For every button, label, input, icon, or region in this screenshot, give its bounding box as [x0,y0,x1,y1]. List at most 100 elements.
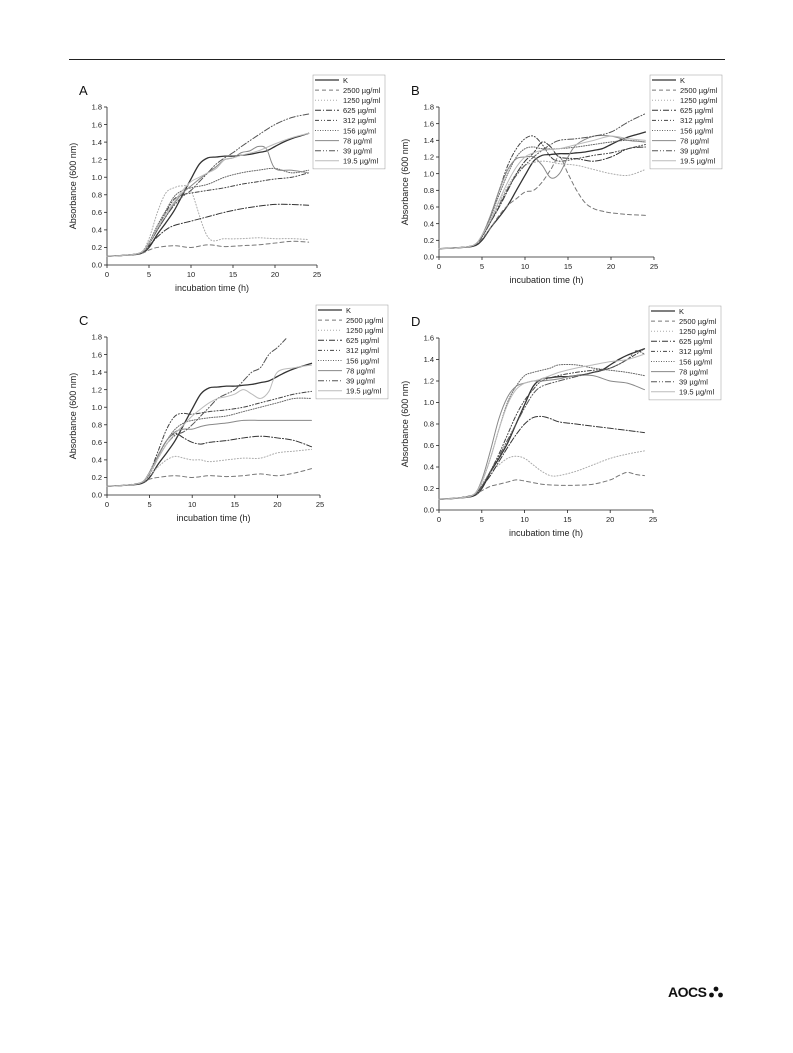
series-line [438,156,646,250]
x-tick-label: 5 [147,270,151,279]
legend-label: 39 µg/ml [343,147,372,156]
x-tick-label: 20 [606,515,614,524]
legend-label: 625 µg/ml [679,337,712,346]
series-line [438,450,645,500]
y-tick-label: 1.0 [92,403,102,412]
y-tick-label: 0.6 [92,438,102,447]
chart-panel-a: A 0 5 10 15 20 25 0.0 0.2 0.4 0.6 0.8 1.0 1.2 1.4 1.6 1.… [60,70,386,300]
x-tick-label: 25 [316,500,324,509]
series-line [438,113,646,250]
x-tick-label: 10 [521,262,529,271]
series-line [438,415,645,500]
series-line [438,131,647,250]
legend-box [315,304,389,400]
y-axis-label: Absorbance (600 nm) [68,143,78,230]
series-line [438,141,646,250]
series-line [106,132,310,257]
y-tick-label: 1.4 [92,368,102,377]
legend-label: 156 µg/ml [343,126,376,135]
legend-label: 2500 µg/ml [346,316,384,325]
y-tick-label: 1.2 [92,385,102,394]
legend-label: 1250 µg/ml [679,327,717,336]
y-tick-label: 1.4 [92,138,102,147]
legend-label: 2500 µg/ml [680,86,718,95]
y-tick-label: 0.8 [424,420,434,429]
chart-panel-c: C 0 5 10 15 20 25 0.0 0.2 0.4 0.6 0.8 1.0 1.2 1.4 1.6 1.… [60,304,389,535]
y-tick-label: 1.8 [424,103,434,112]
y-tick-label: 1.2 [424,153,434,162]
y-tick-label: 0.2 [424,236,434,245]
x-tick-label: 10 [187,270,195,279]
panel-label: D [411,314,420,329]
x-axis-label: incubation time (h) [509,528,583,538]
legend-label: 625 µg/ml [680,106,713,115]
x-tick-label: 20 [607,262,615,271]
x-axis-label: incubation time (h) [175,283,249,293]
legend-label: 2500 µg/ml [343,86,381,95]
x-tick-label: 20 [271,270,279,279]
legend-label: 1250 µg/ml [343,96,381,105]
y-tick-label: 0.8 [424,186,434,195]
series-line [106,448,312,487]
legend-label: 312 µg/ml [679,347,712,356]
series-line [106,113,310,257]
legend-label: 312 µg/ml [346,346,379,355]
y-tick-label: 1.4 [424,355,434,364]
series-line [438,134,646,250]
legend-label: 156 µg/ml [679,357,712,366]
panel-label: C [79,313,88,328]
series-line [106,145,310,257]
y-tick-label: 1.6 [424,119,434,128]
chart-svg: A 0 5 10 15 20 25 0.0 0.2 0.4 0.6 0.8 1.0 1.2 1.4 1.6 1.… [68,74,386,293]
x-tick-label: 15 [229,270,237,279]
legend-box [312,74,386,170]
legend-label: K [343,76,348,85]
y-axis-label: Absorbance (600 nm) [68,373,78,460]
legend-label: 1250 µg/ml [346,326,384,335]
y-tick-label: 0.0 [92,491,102,500]
x-tick-label: 0 [437,262,441,271]
legend-label: 2500 µg/ml [679,317,717,326]
series-line [106,433,312,487]
y-tick-label: 0.4 [92,226,102,235]
legend-label: 1250 µg/ml [680,96,718,105]
y-tick-label: 1.6 [92,350,102,359]
legend-label: 156 µg/ml [346,356,379,365]
legend-label: 625 µg/ml [343,106,376,115]
x-tick-label: 20 [273,500,281,509]
y-tick-label: 0.2 [92,473,102,482]
legend-label: 78 µg/ml [343,136,372,145]
y-tick-label: 1.6 [424,334,434,343]
y-tick-label: 0.0 [424,506,434,515]
y-tick-label: 0.0 [424,253,434,262]
y-tick-label: 1.8 [92,333,102,342]
legend-label: 39 µg/ml [679,378,708,387]
series-line [438,471,645,500]
series-line [438,348,645,500]
legend-label: K [680,76,685,85]
series-line [106,184,310,257]
panel-label: A [79,83,88,98]
legend-label: K [679,307,684,316]
legend-box [648,305,722,401]
y-tick-label: 0.4 [424,219,434,228]
x-tick-label: 5 [480,262,484,271]
y-tick-label: 1.4 [424,136,434,145]
y-axis-label: Absorbance (600 nm) [400,381,410,468]
chart-panel-b: B 0 5 10 15 20 25 0.0 0.2 0.4 0.6 0.8 1.0 1.2 1.4 1.6 1.… [392,70,723,300]
y-tick-label: 0.0 [92,261,102,270]
series-line [438,135,646,250]
x-tick-label: 0 [105,270,109,279]
x-axis-label: incubation time (h) [176,513,250,523]
series-line [438,363,645,500]
legend-label: 19.5 µg/ml [343,157,379,166]
series-line [106,167,310,257]
y-tick-label: 0.4 [92,456,102,465]
y-tick-label: 1.8 [92,103,102,112]
legend-box [649,74,723,170]
y-tick-label: 1.2 [92,155,102,164]
series-line [106,132,310,257]
x-tick-label: 5 [480,515,484,524]
series-line [438,374,645,500]
legend-label: 39 µg/ml [680,147,709,156]
